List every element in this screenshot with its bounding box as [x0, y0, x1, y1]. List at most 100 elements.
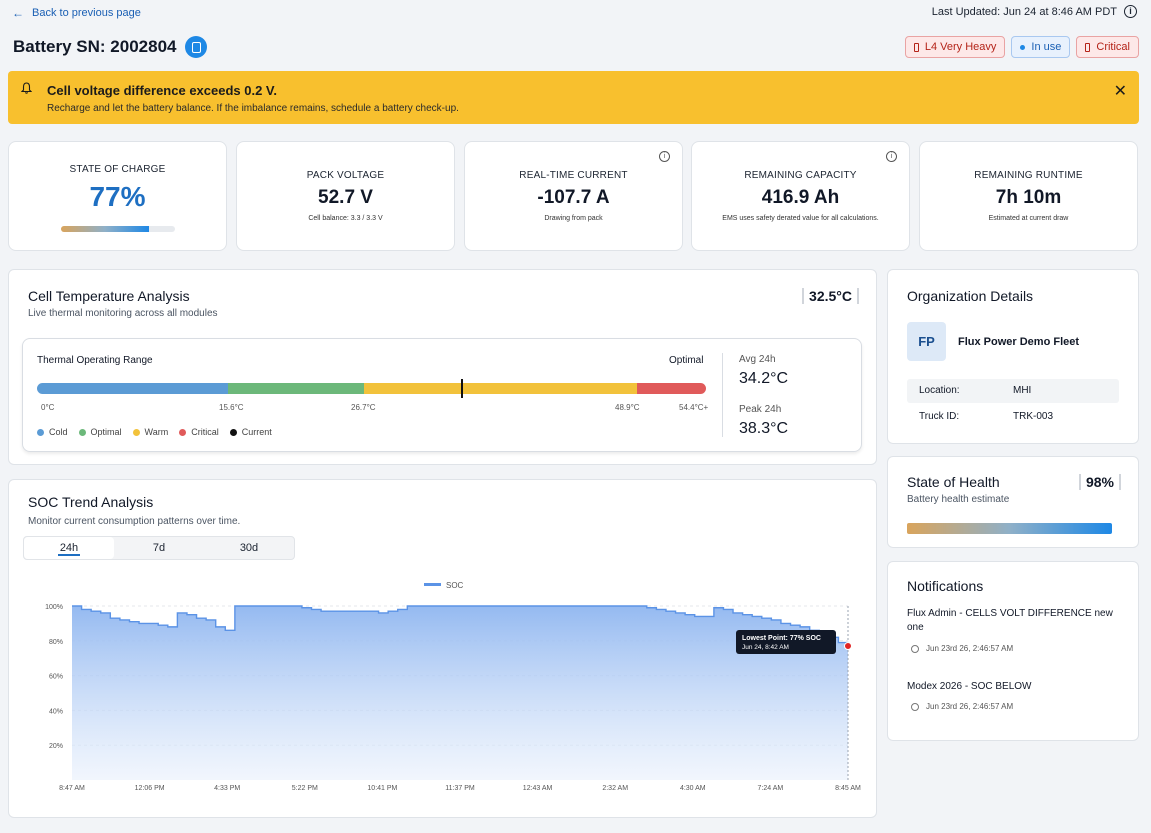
tab-30d[interactable]: 30d — [239, 542, 259, 554]
y-tick-label: 40% — [49, 708, 63, 715]
voltage-sub: Cell balance: 3.3 / 3.3 V — [308, 215, 383, 222]
soc-trend-title: SOC Trend Analysis — [28, 494, 154, 510]
last-updated: Last Updated: Jun 24 at 8:46 AM PDT i — [932, 5, 1137, 18]
legend-warm: Warm — [132, 427, 168, 437]
capacity-label: REMAINING CAPACITY — [744, 170, 857, 181]
legend-label: SOC — [446, 581, 464, 590]
thermal-range-title: Thermal Operating Range — [37, 355, 153, 366]
soc-progress-bar — [61, 226, 175, 232]
info-icon[interactable]: i — [886, 151, 897, 162]
soc-trend-chart[interactable]: SOC 20% 40% 60% 80% 100% 8:47 AM 12:06 PM 4:33 P… — [9, 570, 876, 818]
runtime-value: 7h 10m — [995, 187, 1062, 208]
current-card: i REAL-TIME CURRENT -107.7 A Drawing fro… — [464, 141, 683, 251]
alert-message: Recharge and let the battery balance. If… — [47, 103, 459, 114]
soc-label: STATE OF CHARGE — [69, 164, 166, 175]
arrow-left-icon: ← — [12, 6, 24, 20]
battery-icon — [913, 42, 919, 52]
bell-icon — [21, 82, 32, 94]
notification-item[interactable]: Modex 2026 - SOC BELOW — [907, 681, 1032, 692]
organization-title: Organization Details — [907, 288, 1034, 304]
usage-badge-label: In use — [1031, 41, 1062, 53]
health-panel: State of Health Battery health estimate … — [887, 456, 1139, 548]
organization-panel: Organization Details FP Flux Power Demo … — [887, 269, 1139, 444]
page-header: Battery SN: 2002804 — [13, 36, 208, 58]
severity-badge: Critical — [1076, 36, 1139, 58]
range-warm-segment — [364, 383, 637, 394]
legend-current: Current — [229, 427, 272, 437]
x-tick-label: 8:45 AM — [835, 785, 861, 792]
legend-cold: Cold — [37, 427, 68, 437]
alert-banner: Cell voltage difference exceeds 0.2 V. R… — [8, 71, 1139, 124]
truck-label: Truck ID: — [919, 411, 960, 422]
capacity-card: i REMAINING CAPACITY 416.9 Ah EMS uses s… — [691, 141, 910, 251]
voltage-card: PACK VOLTAGE 52.7 V Cell balance: 3.3 / … — [236, 141, 455, 251]
severity-badge-label: Critical — [1096, 41, 1130, 53]
dot-icon — [1020, 44, 1026, 50]
range-tick: 0°C — [41, 403, 55, 412]
soc-trend-subtitle: Monitor current consumption patterns ove… — [28, 516, 241, 527]
x-tick-label: 7:24 AM — [758, 785, 784, 792]
tab-24h[interactable]: 24h — [24, 537, 114, 559]
range-tick: 48.9°C — [615, 403, 640, 412]
temperature-panel: Cell Temperature Analysis Live thermal m… — [8, 269, 877, 465]
runtime-label: REMAINING RUNTIME — [974, 170, 1083, 181]
health-value-badge: 98% — [1078, 474, 1121, 490]
soc-progress-fill — [61, 226, 149, 232]
usage-badge: In use — [1011, 36, 1071, 58]
back-link-label: Back to previous page — [32, 7, 141, 19]
load-badge-label: L4 Very Heavy — [924, 41, 997, 53]
close-icon[interactable]: ✕ — [1113, 83, 1127, 100]
soc-card: STATE OF CHARGE 77% — [8, 141, 227, 251]
location-row: Location: MHI — [907, 379, 1119, 403]
legend-swatch — [424, 583, 441, 586]
x-tick-label: 12:06 PM — [135, 785, 165, 792]
x-tick-label: 8:47 AM — [59, 785, 85, 792]
clock-icon — [911, 644, 919, 653]
range-cold-segment — [37, 383, 228, 394]
thermal-range-card: Thermal Operating Range Optimal 0°C 15.6… — [22, 338, 862, 452]
back-link[interactable]: ← Back to previous page — [12, 6, 141, 20]
report-icon[interactable] — [185, 36, 208, 58]
info-icon[interactable]: i — [659, 151, 670, 162]
runtime-card: REMAINING RUNTIME 7h 10m Estimated at cu… — [919, 141, 1138, 251]
temperature-current-badge: 32.5°C — [802, 288, 859, 304]
soc-area — [72, 606, 848, 780]
alert-title: Cell voltage difference exceeds 0.2 V. — [47, 83, 278, 98]
x-tick-label: 5:22 PM — [292, 785, 318, 792]
load-badge: L4 Very Heavy — [904, 36, 1006, 58]
range-tick: 54.4°C+ — [679, 403, 709, 412]
tooltip-time: Jun 24, 8:42 AM — [742, 644, 789, 651]
x-tick-label: 12:43 AM — [523, 785, 553, 792]
y-tick-label: 20% — [49, 743, 63, 750]
top-bar: ← Back to previous page Last Updated: Ju… — [0, 0, 1151, 28]
x-tick-label: 4:30 AM — [680, 785, 706, 792]
peak-24h-value: 38.3°C — [739, 420, 789, 437]
organization-name: Flux Power Demo Fleet — [958, 336, 1080, 348]
thermal-legend: Cold Optimal Warm Critical Current — [37, 427, 272, 437]
runtime-sub: Estimated at current draw — [988, 215, 1069, 222]
peak-24h-label: Peak 24h — [739, 404, 782, 415]
truck-row: Truck ID: TRK-003 — [907, 405, 1119, 429]
temperature-title: Cell Temperature Analysis — [28, 288, 190, 304]
x-tick-label: 2:32 AM — [602, 785, 628, 792]
location-label: Location: — [919, 385, 960, 396]
avg-24h-value: 34.2°C — [739, 370, 789, 387]
thermal-range-bar — [37, 383, 706, 394]
location-value: MHI — [1013, 385, 1032, 396]
range-tick: 26.7°C — [351, 403, 376, 412]
info-icon[interactable]: i — [1124, 5, 1137, 18]
current-sub: Drawing from pack — [544, 215, 603, 222]
range-tick: 15.6°C — [219, 403, 244, 412]
notification-item[interactable]: Flux Admin - CELLS VOLT DIFFERENCE new o… — [907, 608, 1113, 633]
divider — [722, 353, 723, 437]
notifications-title: Notifications — [907, 578, 984, 594]
x-tick-label: 10:41 PM — [367, 785, 397, 792]
time-range-tabs: 24h 7d 30d — [23, 536, 295, 560]
tooltip-box — [736, 630, 836, 654]
range-critical-segment — [637, 383, 706, 394]
legend-critical: Critical — [179, 427, 219, 437]
x-tick-label: 4:33 PM — [214, 785, 240, 792]
tab-7d[interactable]: 7d — [152, 542, 166, 554]
y-tick-label: 100% — [45, 604, 63, 611]
voltage-value: 52.7 V — [318, 187, 373, 208]
